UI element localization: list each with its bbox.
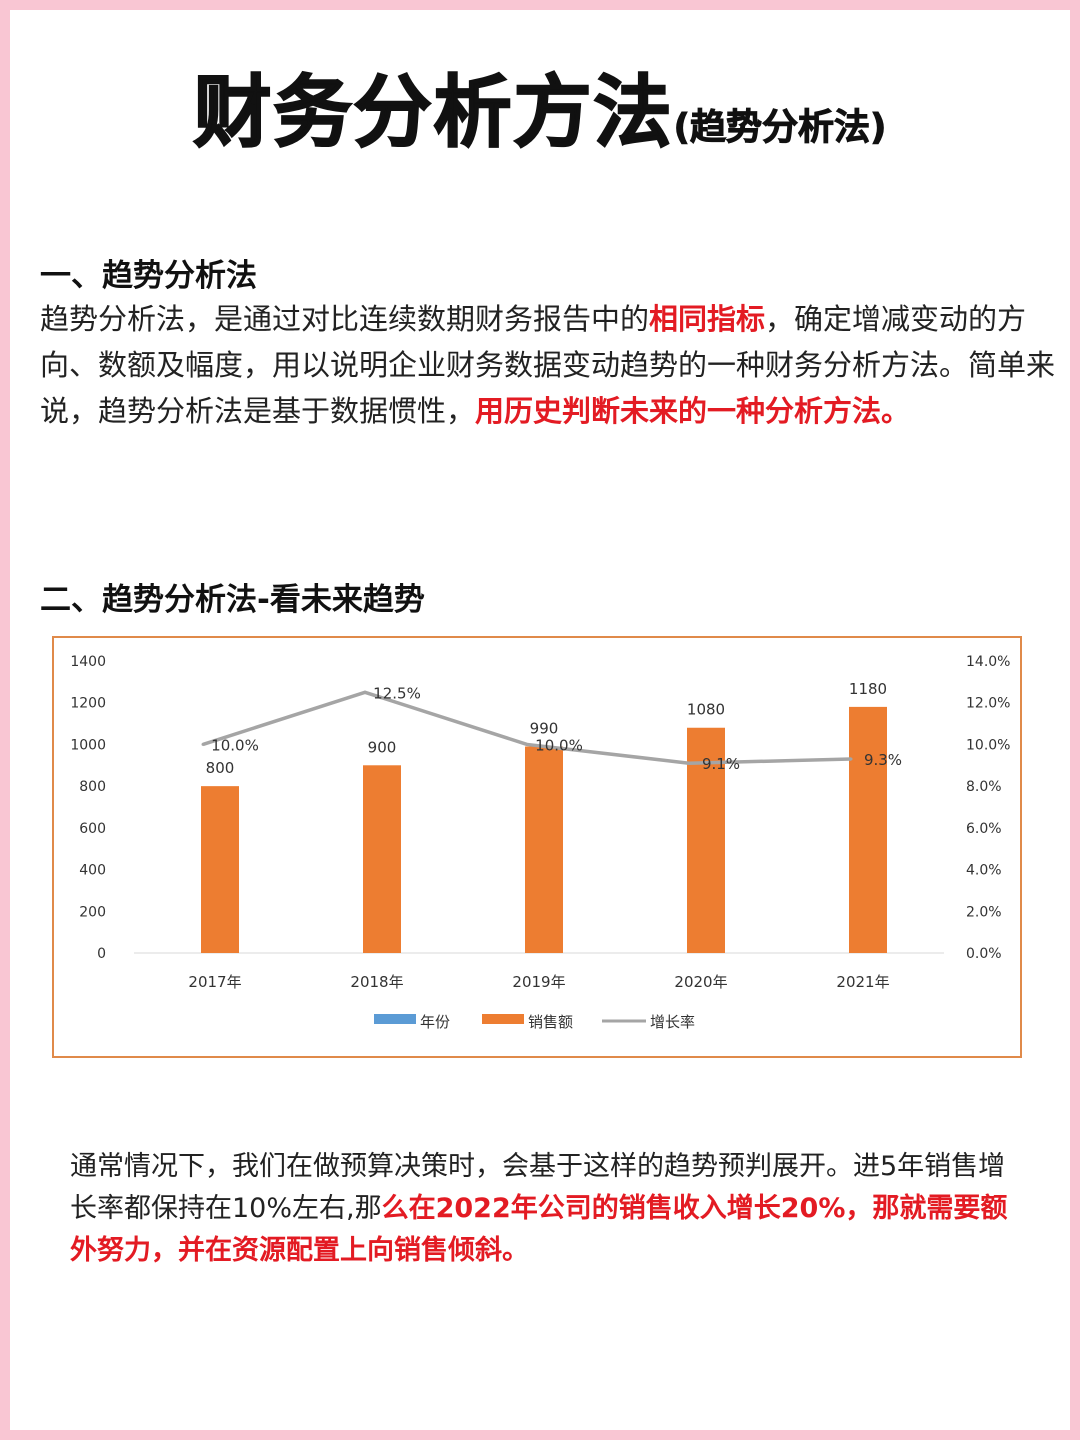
chart-container: 0 200 400 600 800 1000 1200 1400 0.0% 2.0% 4.0% 6.0…: [52, 636, 1022, 1058]
bar-data-label: 800: [206, 759, 235, 777]
bar-sales: [363, 765, 401, 953]
page-title-main: 财务分析方法: [193, 67, 674, 159]
section1-text-1: 趋势分析法，是通过对比连续数期财务报告中的: [40, 302, 650, 336]
section2-heading: 二、趋势分析法-看未来趋势: [40, 582, 425, 618]
y-left-tick-label: 1400: [70, 654, 106, 670]
bottom-highlight: 么在2022年公司的销售收入增长20%，那就需要额外努力，并在资源配置上向销售倾…: [70, 1193, 1008, 1266]
bottom-text: 通常情况下，我们在做预算决策时，会基于这样的趋势预判展开。进5年销售增长率都保持…: [70, 1151, 1006, 1224]
x-tick-label: 2019年: [512, 973, 565, 991]
y-right-tick-label: 12.0%: [966, 696, 1010, 712]
line-data-label: 10.0%: [211, 736, 259, 754]
x-tick-label: 2017年: [188, 973, 241, 991]
section1-heading: 一、趋势分析法: [40, 258, 257, 294]
y-right-tick-label: 4.0%: [966, 863, 1002, 879]
legend-swatch: [374, 1014, 416, 1024]
bar-sales: [201, 786, 239, 953]
section1-paragraph: 趋势分析法，是通过对比连续数期财务报告中的相同指标，确定增减变动的方向、数额及幅…: [40, 296, 1060, 434]
content-card: 财务分析方法(趋势分析法) 一、趋势分析法 趋势分析法，是通过对比连续数期财务报…: [10, 10, 1070, 1430]
y-left-tick-label: 400: [79, 863, 106, 879]
y-left-tick-label: 800: [79, 779, 106, 795]
growth-point: [687, 761, 691, 765]
y-right-tick-label: 2.0%: [966, 904, 1002, 920]
growth-point: [525, 742, 529, 746]
line-data-label: 9.1%: [702, 755, 740, 773]
y-left-tick-label: 600: [79, 821, 106, 837]
section1-text-2: ，确定增减变动的方向、数额及幅度，用以说明企业财务数据变动趋势的一种财务分析方法…: [40, 302, 1056, 428]
y-left-tick-label: 1200: [70, 696, 106, 712]
legend-label: 销售额: [528, 1013, 573, 1031]
page-title: 财务分析方法(趋势分析法): [10, 50, 1070, 162]
trend-chart: 0 200 400 600 800 1000 1200 1400 0.0% 2.0% 4.0% 6.0…: [70, 654, 1010, 1031]
x-tick-label: 2020年: [674, 973, 727, 991]
growth-point: [363, 690, 367, 694]
bar-sales: [525, 746, 563, 953]
line-data-label: 9.3%: [864, 751, 902, 769]
line-data-label: 12.5%: [373, 684, 421, 702]
y-left-tick-label: 1000: [70, 737, 106, 753]
bar-data-label: 1180: [849, 680, 887, 698]
legend-swatch: [482, 1014, 524, 1024]
line-data-label: 10.0%: [535, 736, 583, 754]
y-right-tick-label: 10.0%: [966, 737, 1010, 753]
bar-data-label: 990: [530, 720, 559, 738]
y-right-tick-label: 6.0%: [966, 821, 1002, 837]
page-title-sub: (趋势分析法): [673, 107, 887, 149]
section1-highlight-1: 相同指标: [649, 302, 766, 336]
bar-sales: [849, 706, 887, 953]
y-right-tick-label: 14.0%: [966, 654, 1010, 670]
x-tick-label: 2018年: [350, 973, 403, 991]
bar-sales: [687, 727, 725, 953]
bar-data-label: 1080: [687, 701, 725, 719]
x-tick-label: 2021年: [836, 973, 889, 991]
legend-label: 年份: [420, 1013, 450, 1031]
section1-highlight-2: 用历史判断未来的一种分析方法。: [475, 394, 911, 428]
y-left-tick-label: 0: [97, 946, 106, 962]
bar-data-label: 900: [368, 738, 397, 756]
growth-point: [849, 757, 853, 761]
legend-label: 增长率: [650, 1013, 695, 1031]
y-right-tick-label: 8.0%: [966, 779, 1002, 795]
bottom-paragraph: 通常情况下，我们在做预算决策时，会基于这样的趋势预判展开。进5年销售增长率都保持…: [70, 1146, 1030, 1272]
y-left-tick-label: 200: [79, 904, 106, 920]
growth-point: [201, 742, 205, 746]
y-right-tick-label: 0.0%: [966, 946, 1002, 962]
